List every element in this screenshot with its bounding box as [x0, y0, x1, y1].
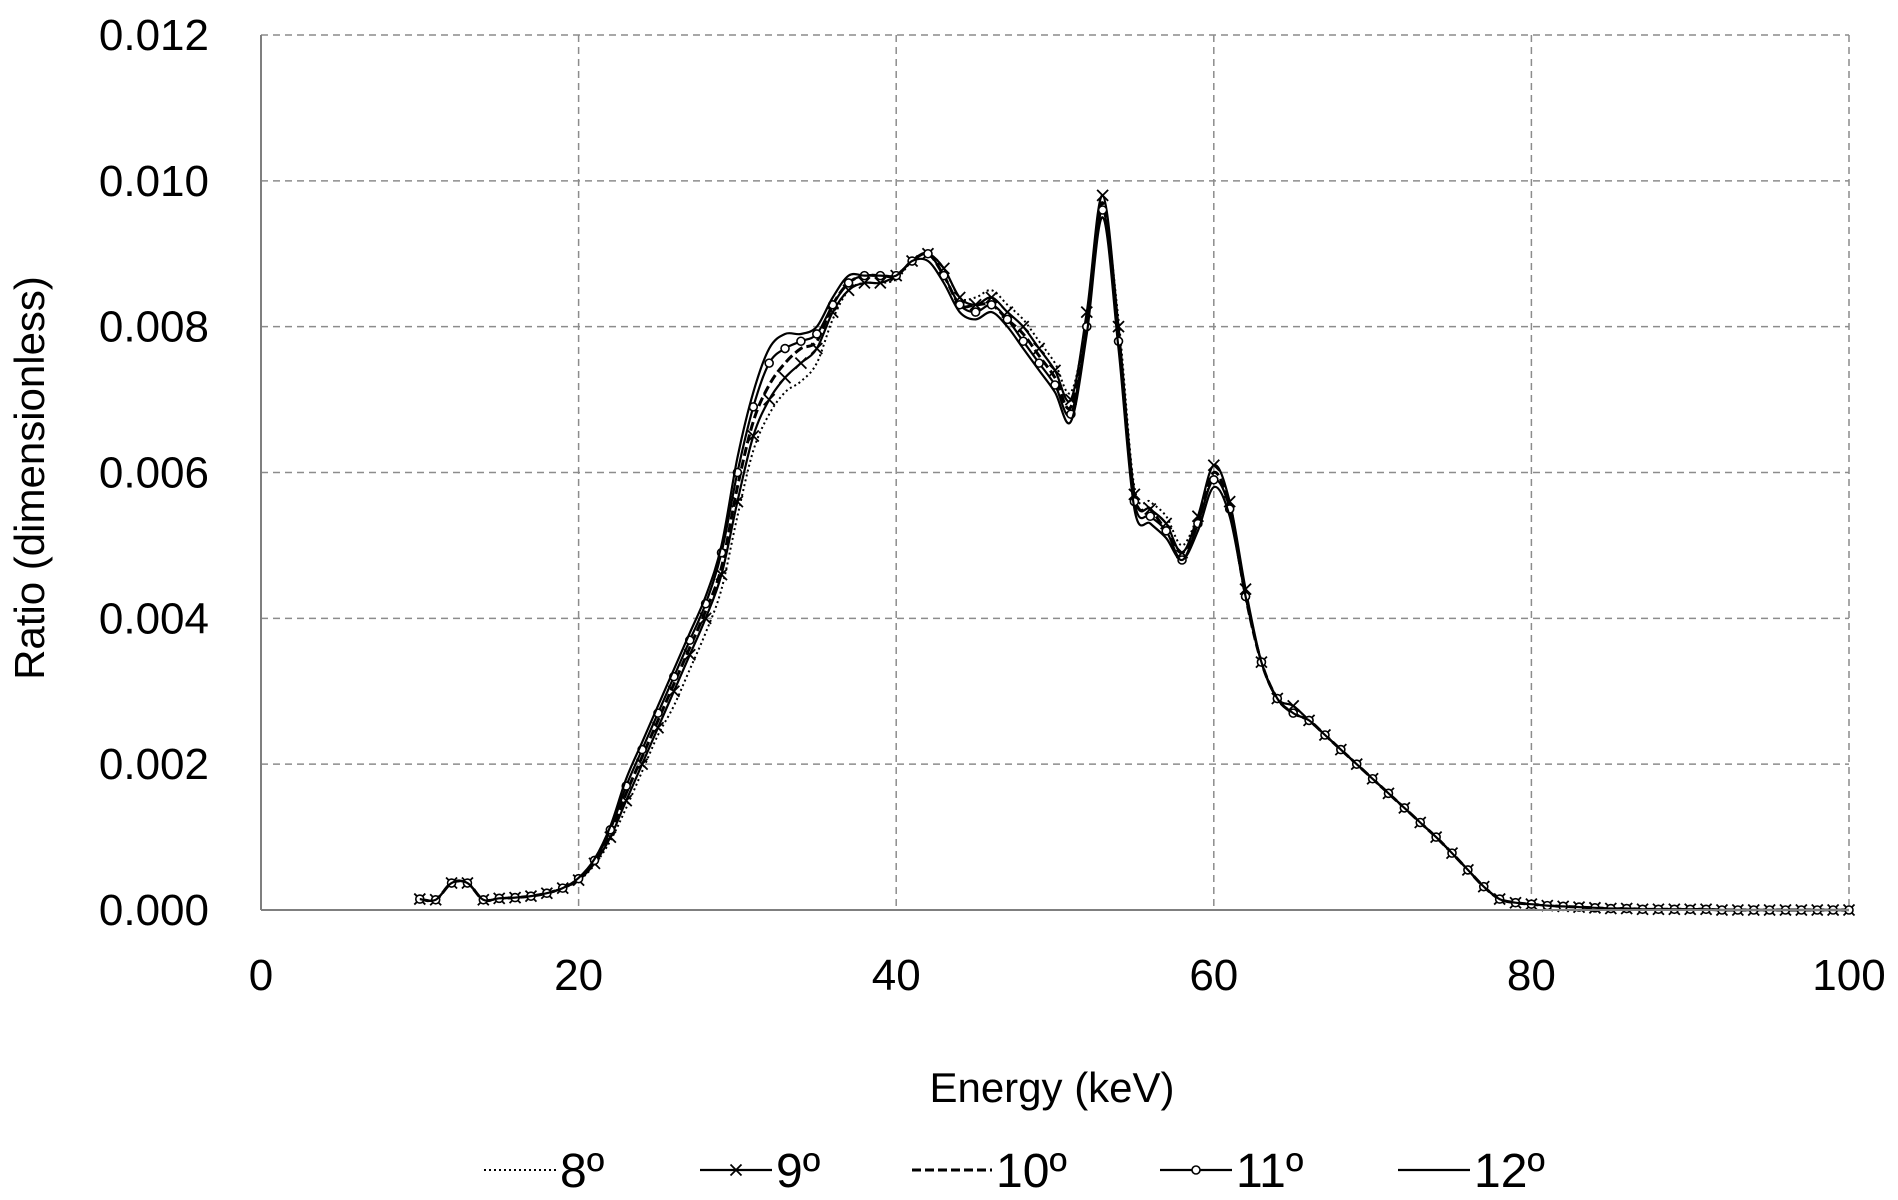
- legend-marker: [729, 1163, 743, 1177]
- y-tick-label: 0.000: [99, 886, 209, 935]
- series-line: [419, 201, 1849, 912]
- series-line: [419, 216, 1849, 912]
- data-point: [1207, 459, 1220, 472]
- data-point: [843, 278, 854, 288]
- data-point: [923, 248, 933, 259]
- data-point: [985, 291, 998, 304]
- marker-x-stroke: [794, 356, 808, 370]
- data-point: [811, 329, 822, 339]
- data-point: [874, 276, 887, 290]
- axes: [260, 35, 1849, 911]
- series-2: [413, 189, 1856, 917]
- y-tick-label: 0.006: [99, 449, 209, 498]
- data-point: [764, 358, 774, 368]
- legend-item-5: 12º: [1398, 1145, 1545, 1198]
- marker-x-stroke: [858, 276, 871, 290]
- legend-label: 10º: [996, 1145, 1067, 1198]
- legend-item-3: 10º: [912, 1145, 1067, 1198]
- series-5: [419, 216, 1849, 912]
- gridlines: [261, 34, 1850, 910]
- y-tick-labels: 0.000 0.002 0.004 0.006 0.008 0.010 0.012: [99, 11, 209, 935]
- marker-x-stroke: [810, 342, 823, 355]
- marker-x-stroke: [763, 393, 776, 406]
- marker-x-stroke: [729, 1163, 743, 1177]
- data-point: [778, 371, 792, 384]
- data-point: [858, 276, 871, 290]
- marker-x-stroke: [1207, 459, 1220, 472]
- y-tick-label: 0.010: [99, 157, 209, 206]
- legend-label: 9º: [776, 1145, 820, 1198]
- x-tick-label: 20: [554, 951, 603, 1000]
- data-point: [1145, 511, 1156, 522]
- x-tick-label: 40: [872, 951, 921, 1000]
- legend-label: 12º: [1474, 1145, 1545, 1198]
- marker-x-stroke: [842, 284, 855, 297]
- marker-x-stroke: [874, 276, 887, 290]
- data-point: [794, 356, 808, 370]
- data-point: [796, 336, 806, 347]
- data-point: [986, 299, 997, 310]
- y-tick-label: 0.002: [99, 740, 209, 789]
- legend-item-2: 9º: [700, 1145, 820, 1198]
- y-axis-title: Ratio (dimensionless): [6, 276, 53, 680]
- y-tick-label: 0.004: [99, 594, 209, 643]
- legend: 8º 9º 10º 11º 12º: [484, 1145, 1545, 1198]
- series-3: [419, 201, 1849, 912]
- x-tick-label: 0: [249, 951, 273, 1000]
- x-tick-label: 100: [1812, 951, 1885, 1000]
- data-point: [1002, 314, 1013, 325]
- x-tick-labels: 0 20 40 60 80 100: [249, 951, 1886, 1000]
- marker-x-stroke: [1096, 189, 1109, 202]
- legend-label: 11º: [1236, 1145, 1303, 1198]
- series-line: [419, 208, 1849, 912]
- series-4: [414, 205, 1854, 915]
- series-lines: [413, 189, 1856, 917]
- data-point: [1161, 526, 1171, 536]
- y-tick-label: 0.008: [99, 303, 209, 352]
- series-line: [419, 209, 1849, 912]
- data-point: [969, 298, 982, 311]
- marker-x-stroke: [699, 612, 712, 625]
- data-point: [1097, 205, 1108, 215]
- legend-marker: [1191, 1165, 1201, 1175]
- legend-item-1: 8º: [484, 1145, 604, 1198]
- data-point: [1096, 189, 1109, 202]
- y-tick-label: 0.012: [99, 11, 209, 60]
- marker-x-stroke: [969, 298, 982, 311]
- data-point: [1209, 474, 1219, 485]
- data-point: [970, 307, 981, 317]
- data-point: [763, 393, 776, 406]
- legend-label: 8º: [560, 1145, 604, 1198]
- x-axis-title: Energy (keV): [929, 1064, 1174, 1111]
- marker-x-stroke: [778, 371, 792, 384]
- marker-x-stroke: [683, 648, 696, 661]
- series-line: [419, 194, 1849, 912]
- marker-x-stroke: [985, 291, 998, 304]
- x-tick-label: 60: [1189, 951, 1238, 1000]
- x-tick-label: 80: [1507, 951, 1556, 1000]
- legend-item-4: 11º: [1160, 1145, 1303, 1198]
- series-1: [419, 209, 1849, 912]
- data-point: [780, 343, 790, 354]
